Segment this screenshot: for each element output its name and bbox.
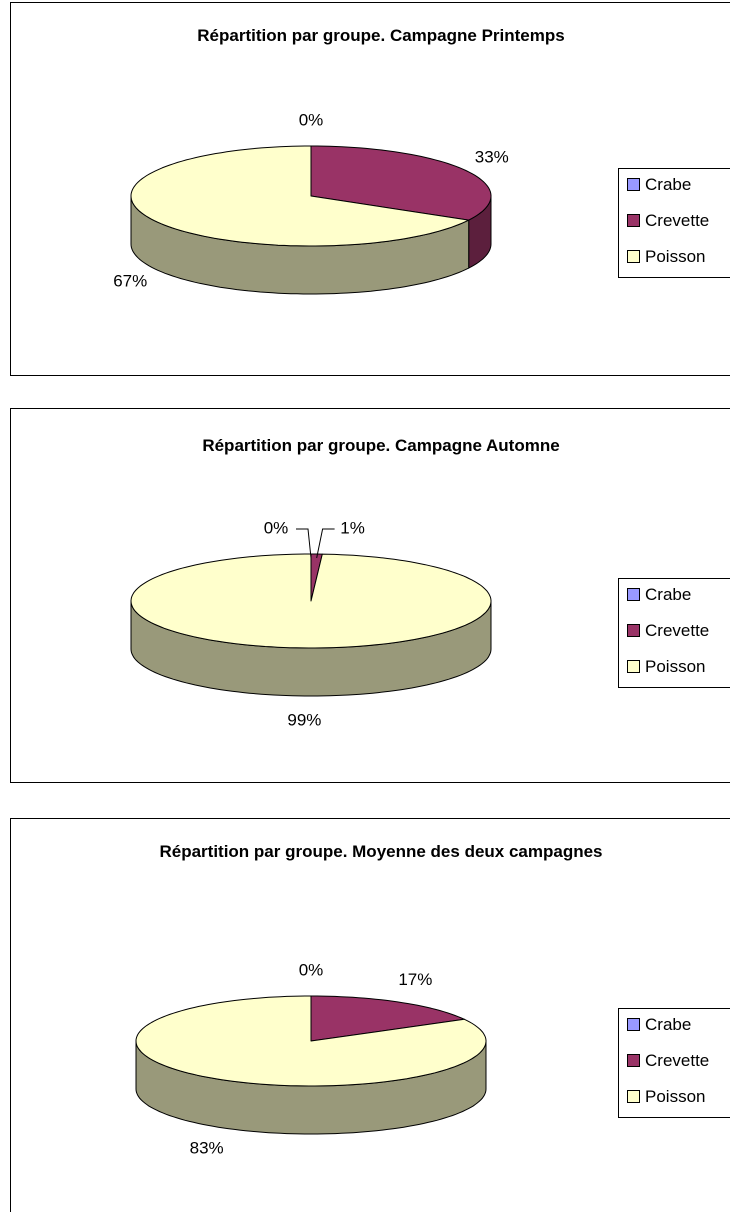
chart-title: Répartition par groupe. Moyenne des deux…	[159, 842, 603, 861]
legend-swatch	[627, 1054, 640, 1067]
data-label: 0%	[299, 960, 324, 979]
legend-label: Crabe	[645, 1015, 692, 1034]
legend-item: Poisson	[627, 247, 705, 267]
data-label: 83%	[190, 1139, 224, 1158]
data-label: 99%	[287, 710, 321, 729]
legend: Crabe Crevette Poisson	[618, 578, 730, 688]
legend-item: Crevette	[627, 1051, 709, 1071]
slice	[130, 145, 470, 247]
pie-chart: 0% 1% 99%	[130, 518, 492, 729]
legend-label: Poisson	[645, 247, 706, 266]
legend-item: Crevette	[627, 211, 709, 231]
pie-chart: 0% 17% 83%	[135, 960, 487, 1158]
data-label: 1%	[340, 519, 365, 538]
legend-item: Crevette	[627, 621, 709, 641]
legend-swatch	[627, 250, 640, 263]
legend-label: Crevette	[645, 211, 710, 230]
chart-title: Répartition par groupe. Campagne Automne	[202, 436, 560, 455]
legend-label: Crevette	[645, 1051, 710, 1070]
legend-item: Crabe	[627, 1015, 691, 1035]
chart-box: Répartition par groupe. Campagne Automne…	[10, 408, 730, 783]
legend-swatch	[627, 624, 640, 637]
legend: Crabe Crevette Poisson	[618, 168, 730, 278]
slice	[310, 145, 492, 221]
data-label: 67%	[113, 272, 147, 291]
legend-swatch	[627, 1090, 640, 1103]
legend-label: Poisson	[645, 657, 706, 676]
legend-swatch	[627, 178, 640, 191]
legend-label: Crevette	[645, 621, 710, 640]
data-label: 17%	[398, 970, 432, 989]
legend-swatch	[627, 588, 640, 601]
legend-swatch	[627, 660, 640, 673]
leader-line	[296, 528, 312, 559]
legend-swatch	[627, 1018, 640, 1031]
leader-line	[316, 528, 335, 559]
data-label: 33%	[475, 147, 509, 166]
slice	[310, 995, 465, 1042]
slice	[135, 995, 487, 1087]
chart-box: Répartition par groupe. Campagne Printem…	[10, 2, 730, 376]
legend-item: Crabe	[627, 585, 691, 605]
legend-swatch	[627, 214, 640, 227]
legend-item: Crabe	[627, 175, 691, 195]
chart-title: Répartition par groupe. Campagne Printem…	[197, 26, 565, 45]
pie-chart: 0% 33% 67%	[113, 110, 509, 295]
legend-item: Poisson	[627, 657, 705, 677]
legend-label: Crabe	[645, 585, 692, 604]
data-label: 0%	[299, 110, 324, 129]
chart-box: Répartition par groupe. Moyenne des deux…	[10, 818, 730, 1212]
data-label: 0%	[264, 518, 289, 537]
legend-label: Crabe	[645, 175, 692, 194]
slice	[130, 553, 492, 649]
legend-item: Poisson	[627, 1087, 705, 1107]
legend: Crabe Crevette Poisson	[618, 1008, 730, 1118]
legend-label: Poisson	[645, 1087, 706, 1106]
